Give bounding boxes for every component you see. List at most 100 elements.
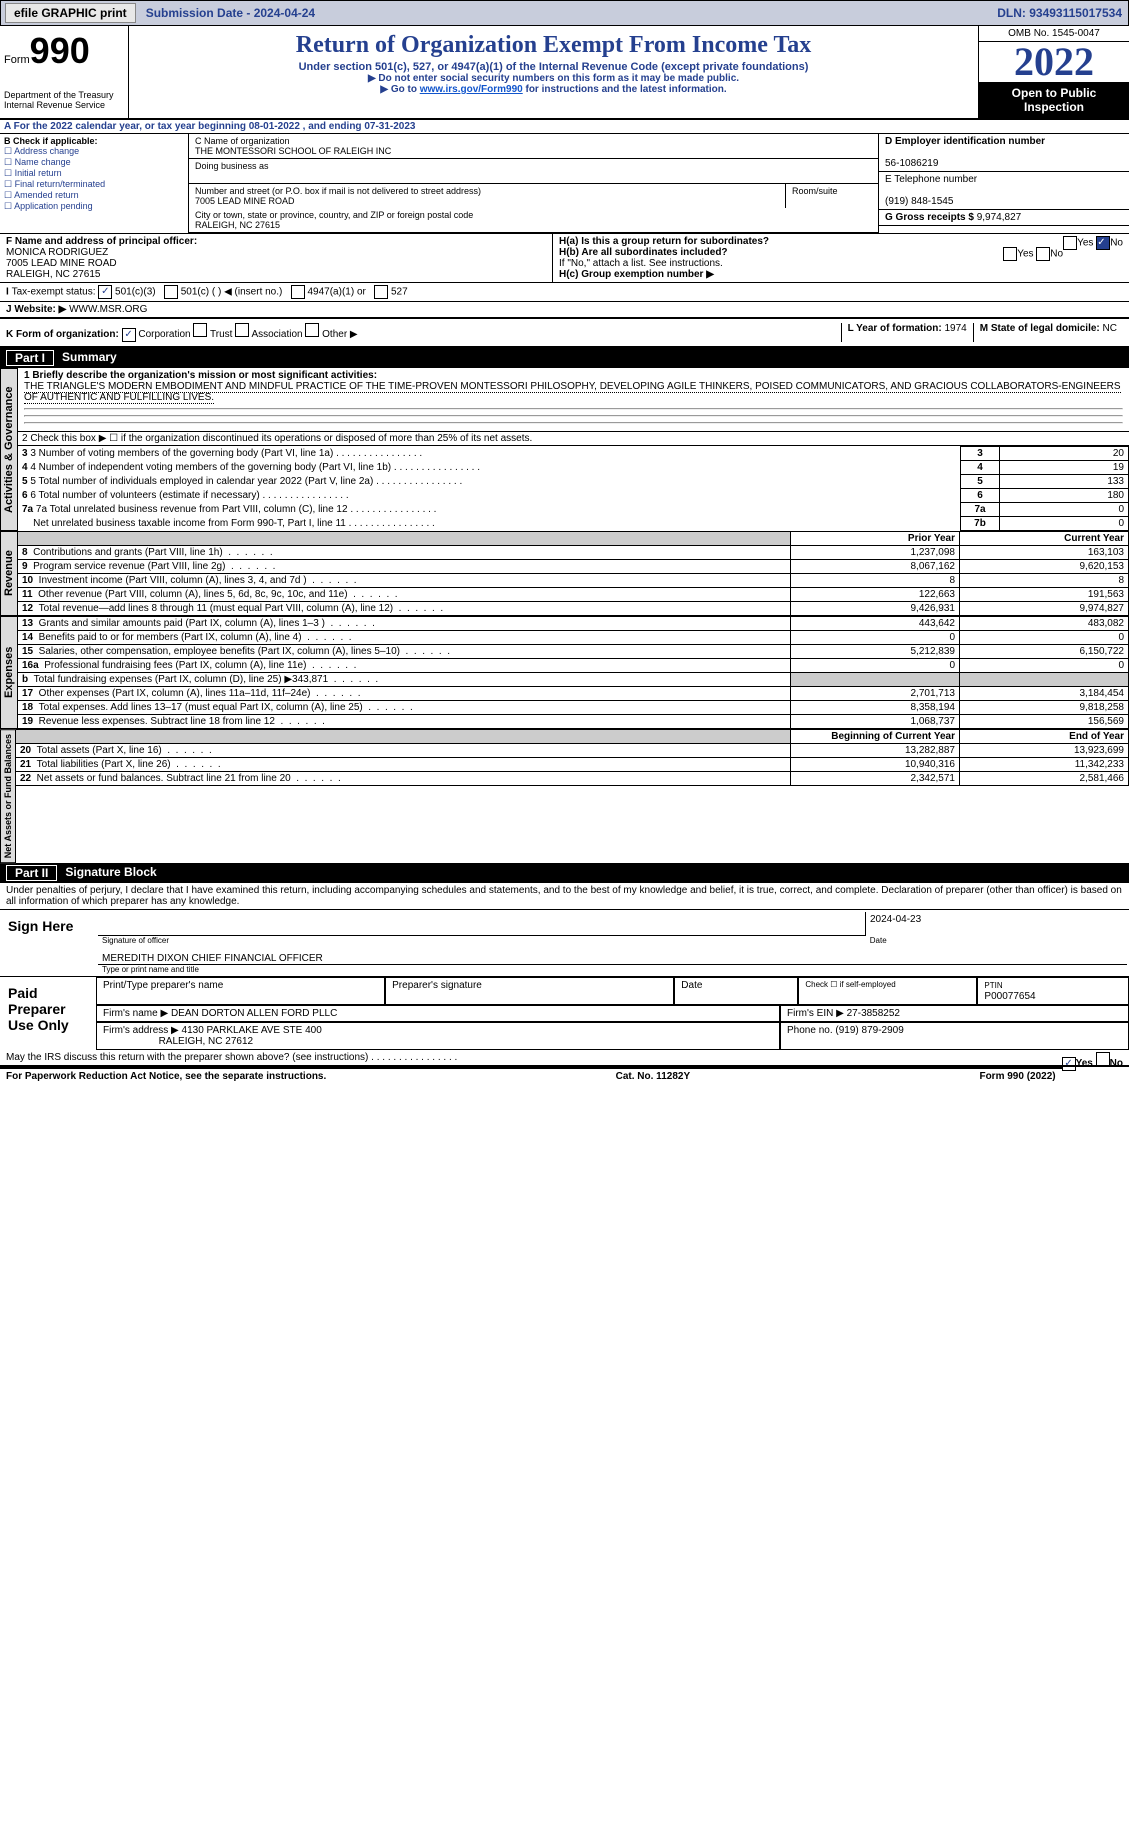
- dept-treasury: Department of the Treasury: [4, 90, 124, 100]
- line5-val: 133: [1000, 475, 1129, 489]
- prep-name-label: Print/Type preparer's name: [96, 977, 385, 1005]
- efile-print-button[interactable]: efile GRAPHIC print: [5, 3, 136, 23]
- officer-addr: 7005 LEAD MINE ROAD: [6, 258, 117, 269]
- chk-trust[interactable]: [193, 323, 207, 337]
- form-title: Return of Organization Exempt From Incom…: [133, 32, 974, 59]
- line7a-text: 7a Total unrelated business revenue from…: [36, 504, 348, 515]
- ein-value: 56-1086219: [885, 158, 938, 169]
- prep-sig-label: Preparer's signature: [385, 977, 674, 1005]
- chk-501c[interactable]: [164, 285, 178, 299]
- prior-val: 8,067,162: [791, 560, 960, 574]
- dln: DLN: 93493115017534: [997, 6, 1122, 20]
- chk-initial[interactable]: ☐ Initial return: [4, 168, 184, 179]
- firm-addr-label: Firm's address ▶: [103, 1025, 179, 1036]
- section-b: B Check if applicable: ☐ Address change …: [0, 134, 189, 233]
- paperwork-notice: For Paperwork Reduction Act Notice, see …: [6, 1071, 326, 1082]
- curr-val: 156,569: [960, 715, 1129, 729]
- prior-val: [791, 673, 960, 687]
- chk-name-change[interactable]: ☐ Name change: [4, 157, 184, 168]
- chk-final[interactable]: ☐ Final return/terminated: [4, 179, 184, 190]
- m-label: M State of legal domicile:: [980, 323, 1100, 334]
- prior-val: 0: [791, 631, 960, 645]
- firm-addr-val: 4130 PARKLAKE AVE STE 400: [182, 1025, 322, 1036]
- self-emp-check[interactable]: Check ☐ if self-employed: [798, 977, 977, 1005]
- org-name: THE MONTESSORI SCHOOL OF RALEIGH INC: [195, 146, 391, 156]
- prior-val: 8: [791, 574, 960, 588]
- prior-val: 2,701,713: [791, 687, 960, 701]
- prep-date-label: Date: [674, 977, 798, 1005]
- date-label: Date: [866, 936, 1127, 945]
- prior-val: 8,358,194: [791, 701, 960, 715]
- discuss-yes[interactable]: ✓: [1062, 1057, 1076, 1071]
- public-inspection: Open to Public Inspection: [979, 82, 1129, 118]
- firm-phone-val: (919) 879-2909: [835, 1025, 903, 1036]
- curr-val: 13,923,699: [960, 744, 1129, 758]
- chk-assoc[interactable]: [235, 323, 249, 337]
- sign-here-label: Sign Here: [0, 910, 96, 976]
- phone-label: E Telephone number: [885, 174, 977, 185]
- city-state-zip: RALEIGH, NC 27615: [195, 220, 280, 230]
- form-number: 990: [30, 30, 90, 71]
- prior-val: 2,342,571: [791, 772, 960, 786]
- prior-val: 5,212,839: [791, 645, 960, 659]
- chk-corp[interactable]: ✓: [122, 328, 136, 342]
- officer-name-title: MEREDITH DIXON CHIEF FINANCIAL OFFICER: [102, 953, 323, 964]
- prior-val: 13,282,887: [791, 744, 960, 758]
- curr-val: 191,563: [960, 588, 1129, 602]
- ha-label: H(a) Is this a group return for subordin…: [559, 236, 769, 247]
- prior-year-hdr: Prior Year: [791, 532, 960, 546]
- addr-label: Number and street (or P.O. box if mail i…: [195, 186, 481, 196]
- ptin-label: PTIN: [984, 981, 1002, 990]
- chk-527[interactable]: [374, 285, 388, 299]
- curr-val: [960, 673, 1129, 687]
- state-domicile: NC: [1103, 323, 1117, 334]
- ptin-val: P00077654: [984, 991, 1035, 1002]
- line3-text: 3 Number of voting members of the govern…: [30, 448, 333, 459]
- prior-val: 1,068,737: [791, 715, 960, 729]
- b-label: B Check if applicable:: [4, 136, 98, 146]
- gross-value: 9,974,827: [977, 212, 1022, 223]
- chk-amended[interactable]: ☐ Amended return: [4, 190, 184, 201]
- hb-yes[interactable]: [1003, 247, 1017, 261]
- curr-val: 11,342,233: [960, 758, 1129, 772]
- line3-val: 20: [1000, 447, 1129, 461]
- paid-prep-label: Paid Preparer Use Only: [0, 977, 96, 1050]
- line7b-text: Net unrelated business taxable income fr…: [33, 518, 346, 529]
- hb-label: H(b) Are all subordinates included?: [559, 247, 728, 258]
- chk-other[interactable]: [305, 323, 319, 337]
- firm-ein-label: Firm's EIN ▶: [787, 1008, 844, 1019]
- l-label: L Year of formation:: [848, 323, 942, 334]
- curr-val: 9,818,258: [960, 701, 1129, 715]
- form-subtitle: Under section 501(c), 527, or 4947(a)(1)…: [133, 61, 974, 73]
- line6-text: 6 Total number of volunteers (estimate i…: [30, 490, 259, 501]
- website-label: Website: ▶: [14, 304, 66, 315]
- chk-501c3[interactable]: ✓: [98, 285, 112, 299]
- chk-pending[interactable]: ☐ Application pending: [4, 201, 184, 212]
- phone-value: (919) 848-1545: [885, 196, 953, 207]
- curr-val: 163,103: [960, 546, 1129, 560]
- line4-text: 4 Number of independent voting members o…: [30, 462, 391, 473]
- curr-val: 3,184,454: [960, 687, 1129, 701]
- curr-val: 9,620,153: [960, 560, 1129, 574]
- room-suite-label: Room/suite: [786, 184, 879, 208]
- discuss-text: May the IRS discuss this return with the…: [6, 1052, 368, 1063]
- side-expenses: Expenses: [0, 616, 18, 729]
- tax-status-label: Tax-exempt status:: [12, 287, 96, 298]
- side-net: Net Assets or Fund Balances: [0, 729, 16, 863]
- ha-no[interactable]: ✓: [1096, 236, 1110, 250]
- k-label: K Form of organization:: [6, 329, 119, 340]
- c-name-label: C Name of organization: [195, 136, 290, 146]
- discuss-no[interactable]: [1096, 1052, 1110, 1066]
- line7a-val: 0: [1000, 503, 1129, 517]
- chk-4947[interactable]: [291, 285, 305, 299]
- ha-yes[interactable]: [1063, 236, 1077, 250]
- f-label: F Name and address of principal officer:: [6, 236, 197, 247]
- hb-no[interactable]: [1036, 247, 1050, 261]
- irs-link[interactable]: www.irs.gov/Form990: [420, 84, 523, 95]
- officer-name: MONICA RODRIGUEZ: [6, 247, 108, 258]
- firm-name-val: DEAN DORTON ALLEN FORD PLLC: [171, 1008, 337, 1019]
- curr-year-hdr: Current Year: [960, 532, 1129, 546]
- street-address: 7005 LEAD MINE ROAD: [195, 196, 295, 206]
- beg-year-hdr: Beginning of Current Year: [791, 730, 960, 744]
- chk-addr-change[interactable]: ☐ Address change: [4, 146, 184, 157]
